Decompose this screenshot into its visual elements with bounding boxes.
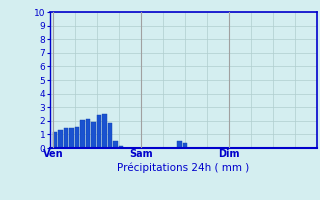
- Bar: [80, 120, 85, 148]
- X-axis label: Précipitations 24h ( mm ): Précipitations 24h ( mm ): [117, 162, 249, 173]
- Bar: [69, 128, 74, 148]
- Bar: [75, 127, 79, 148]
- Bar: [177, 141, 182, 148]
- Bar: [86, 119, 90, 148]
- Bar: [97, 115, 101, 148]
- Bar: [183, 143, 187, 148]
- Bar: [102, 114, 107, 148]
- Bar: [108, 123, 112, 148]
- Bar: [53, 132, 57, 148]
- Bar: [119, 146, 123, 148]
- Bar: [91, 122, 96, 148]
- Bar: [58, 130, 63, 148]
- Bar: [64, 128, 68, 148]
- Bar: [113, 141, 118, 148]
